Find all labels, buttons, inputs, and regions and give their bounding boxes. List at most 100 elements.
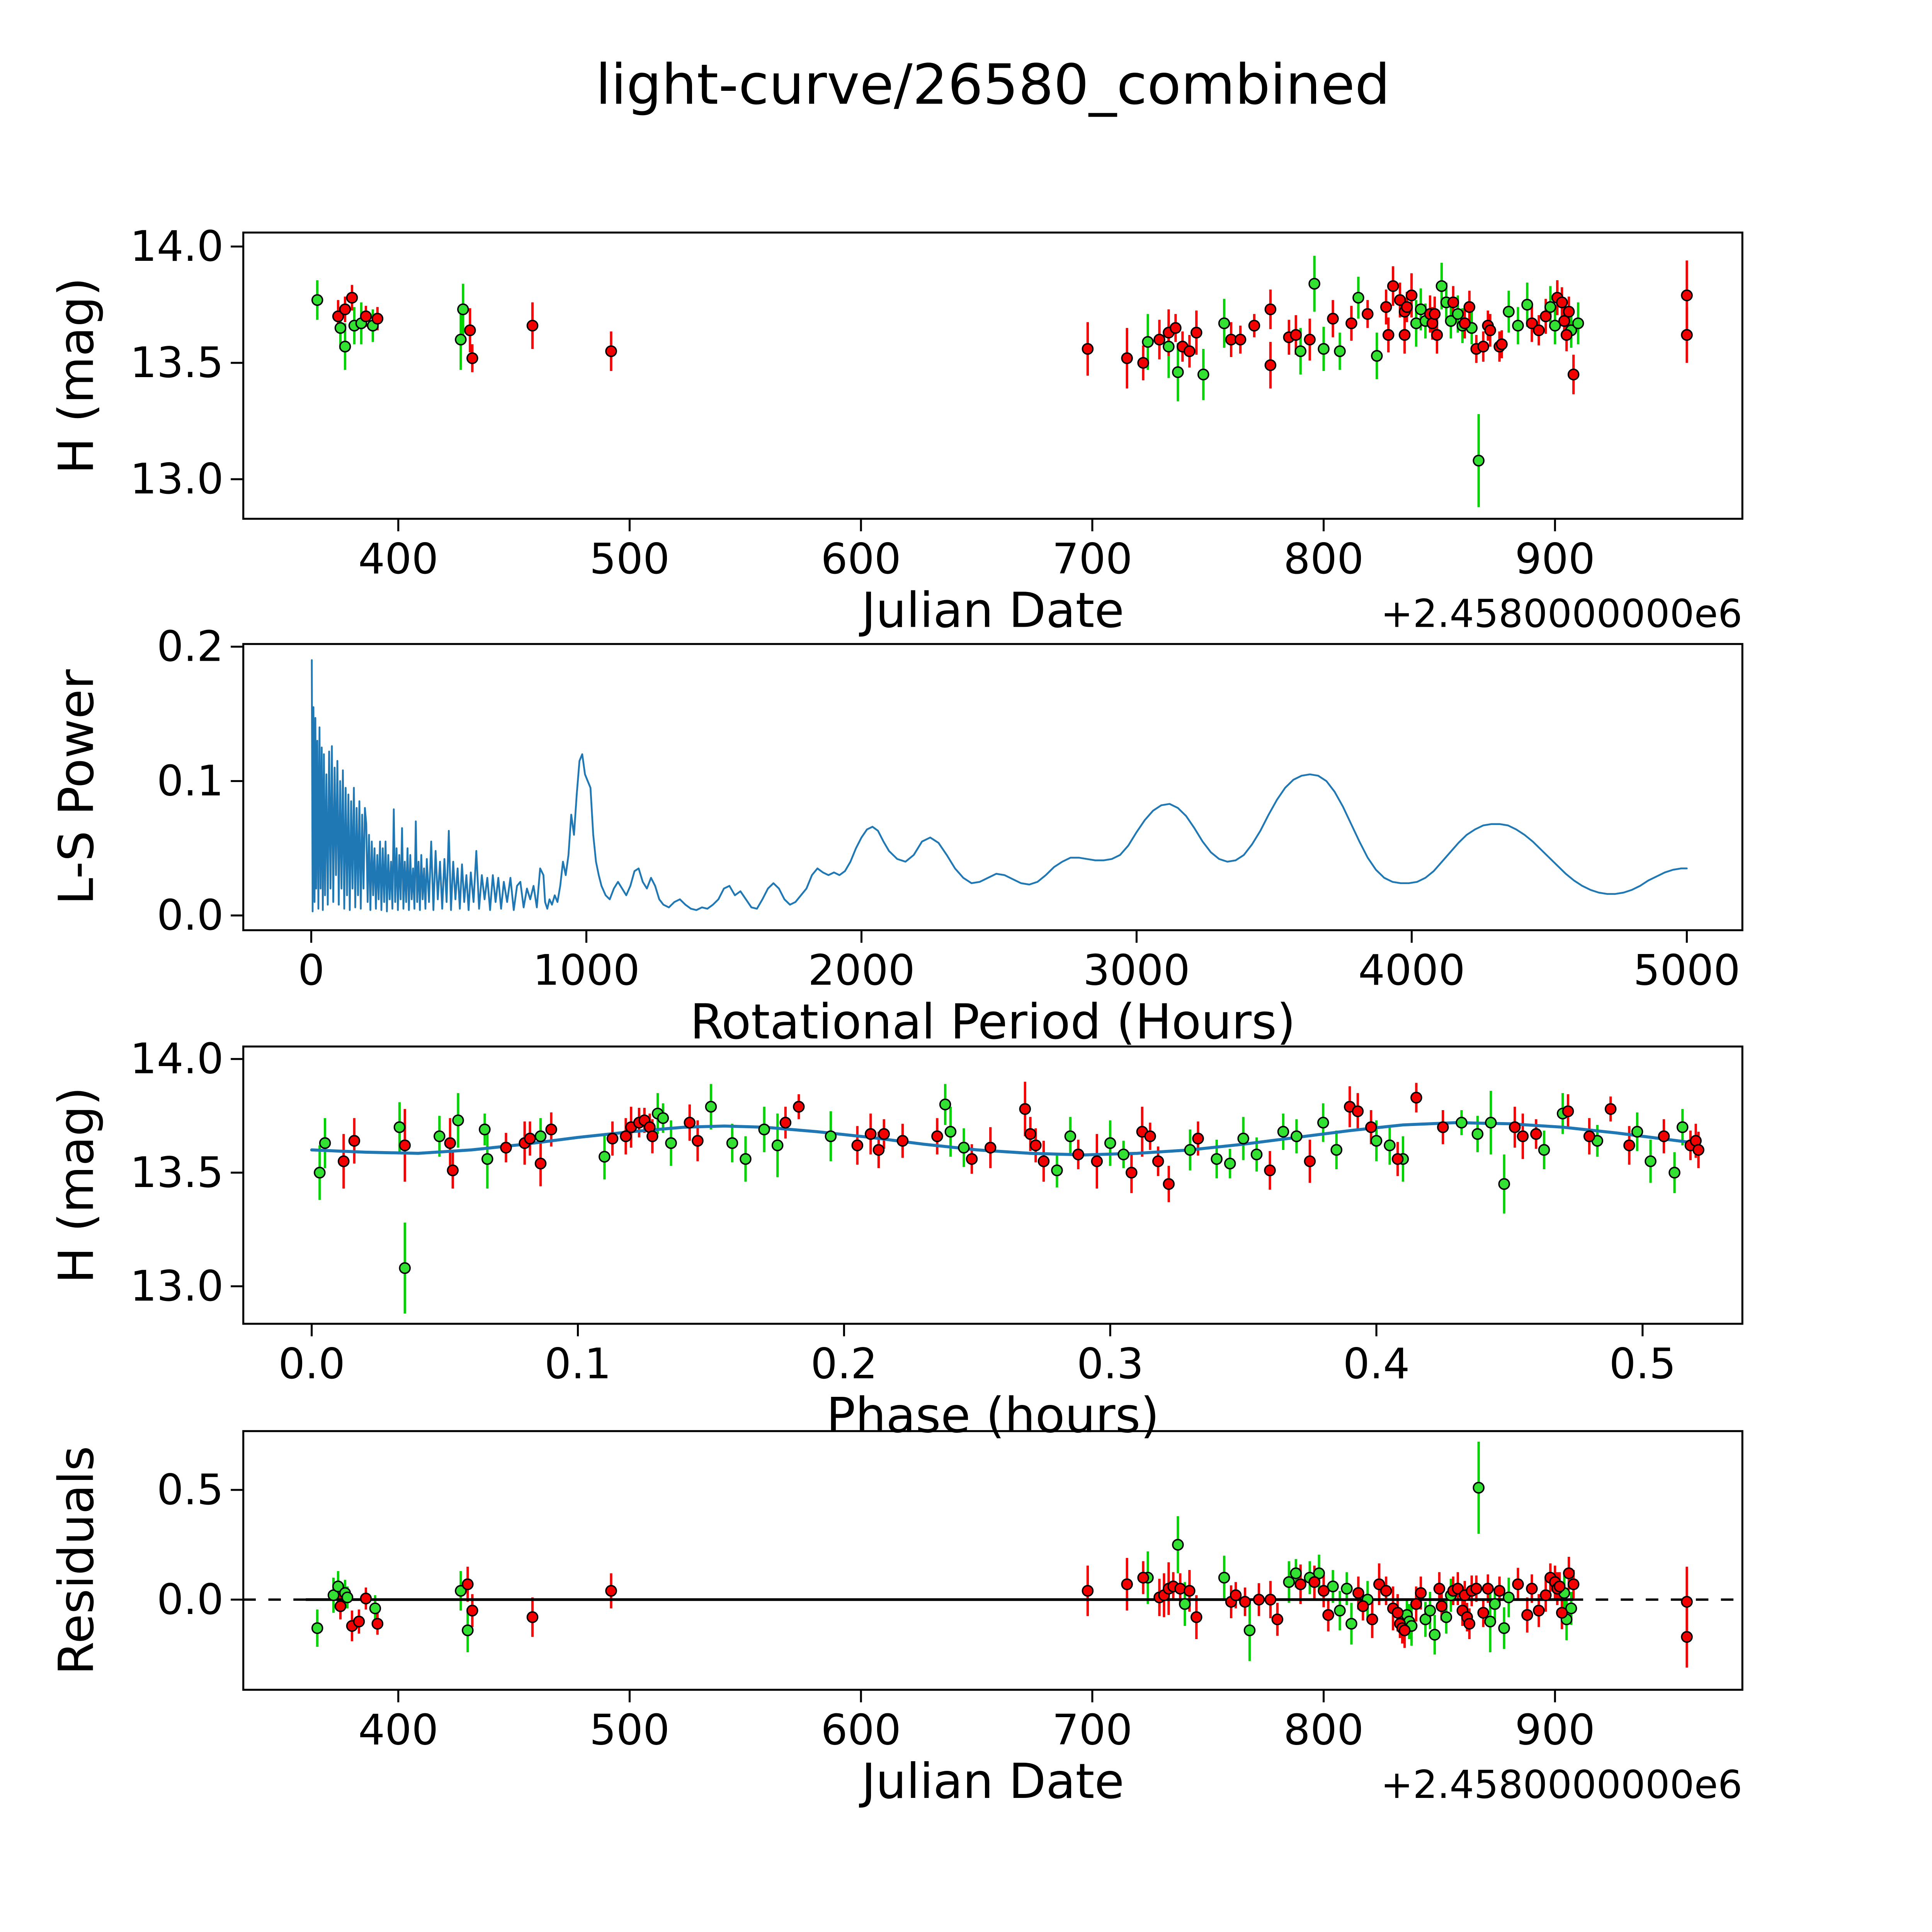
green-point	[1631, 1126, 1643, 1138]
red-point	[1357, 1600, 1369, 1612]
x-axis-offset-text: +2.4580000000e6	[1381, 592, 1742, 636]
green-point	[1370, 1135, 1383, 1147]
green-point	[1294, 345, 1307, 357]
green-point	[1544, 301, 1556, 313]
red-point	[1322, 1609, 1334, 1621]
green-point	[1512, 320, 1524, 332]
red-point	[1604, 1103, 1617, 1115]
red-point	[864, 1128, 877, 1140]
green-point	[1498, 1178, 1510, 1190]
green-point	[334, 322, 347, 334]
green-point	[319, 1137, 331, 1149]
red-point	[1271, 1613, 1284, 1626]
red-point	[1431, 329, 1443, 341]
panel-jd-magnitude: 400 500 600 700 800 900 13.0 13.5 14.0 Julian Dat…	[49, 222, 1743, 639]
x-tick-label: 500	[590, 534, 670, 583]
red-point	[1184, 1585, 1196, 1597]
red-point	[500, 1141, 512, 1154]
green-point	[1211, 1153, 1223, 1165]
red-point	[1447, 296, 1459, 308]
red-point	[1658, 1130, 1670, 1142]
green-point	[1415, 303, 1427, 315]
red-point	[371, 1617, 384, 1630]
green-point	[1645, 1155, 1656, 1167]
red-point	[1405, 289, 1418, 301]
red-point	[1137, 357, 1149, 369]
red-point	[1517, 1130, 1529, 1142]
red-point	[1398, 329, 1411, 341]
red-point	[1401, 301, 1413, 313]
green-point	[1572, 317, 1584, 329]
red-point	[1308, 1576, 1320, 1588]
red-point	[1304, 1155, 1316, 1167]
x-tick-label: 900	[1515, 534, 1595, 583]
axes-frame	[242, 1430, 1743, 1691]
green-point	[462, 1624, 474, 1636]
red-point	[1234, 333, 1247, 346]
red-point	[1477, 340, 1489, 353]
y-tick-label: 13.0	[130, 1262, 223, 1311]
red-point	[1152, 1155, 1164, 1167]
red-point	[1264, 1164, 1276, 1177]
green-point	[339, 340, 351, 353]
red-point	[1318, 1585, 1330, 1597]
red-point	[1556, 1607, 1568, 1619]
red-point	[1563, 1567, 1575, 1579]
red-point	[1184, 345, 1196, 357]
red-point	[793, 1100, 805, 1113]
periodogram-curve	[311, 659, 1688, 913]
red-point	[1352, 1587, 1364, 1599]
green-point	[1308, 278, 1320, 290]
red-point	[1496, 338, 1508, 350]
x-axis-offset-text: +2.4580000000e6	[1381, 1763, 1742, 1807]
red-point	[444, 1137, 456, 1149]
red-point	[1264, 359, 1277, 371]
x-tick-label: 0	[298, 946, 325, 995]
y-tick-label: 14.0	[130, 222, 223, 271]
green-point	[771, 1139, 784, 1151]
axes-frame	[242, 231, 1743, 520]
red-point	[1190, 327, 1202, 339]
red-point	[1391, 1607, 1404, 1619]
y-tick-label: 0.1	[157, 756, 224, 805]
red-point	[1562, 1105, 1574, 1117]
red-point	[1540, 310, 1552, 322]
axes-frame	[242, 643, 1743, 931]
red-point	[878, 1128, 890, 1140]
green-point	[1218, 317, 1230, 329]
red-point	[1072, 1148, 1084, 1161]
green-point	[1473, 1481, 1485, 1494]
x-tick-label: 400	[358, 1705, 439, 1754]
x-tick-label: 700	[1052, 534, 1133, 583]
green-point	[1218, 1571, 1230, 1584]
y-tick-label: 14.0	[130, 1034, 223, 1083]
green-point	[1452, 308, 1464, 320]
x-tick-label: 5000	[1633, 946, 1740, 995]
green-point	[1172, 366, 1184, 378]
red-point	[1327, 313, 1339, 325]
red-point	[1019, 1103, 1031, 1115]
x-tick-label: 500	[590, 1705, 670, 1754]
red-point	[1681, 289, 1693, 301]
red-point	[1463, 301, 1476, 313]
green-point	[1538, 1144, 1550, 1156]
x-tick-label: 0.4	[1343, 1339, 1410, 1388]
green-point	[665, 1137, 677, 1149]
red-point	[1380, 1585, 1392, 1597]
x-tick-label: 400	[358, 534, 439, 583]
green-point	[1429, 1629, 1441, 1641]
green-point	[311, 294, 323, 306]
red-point	[1170, 322, 1182, 334]
x-tick-label: 800	[1284, 534, 1364, 583]
red-point	[1526, 317, 1538, 329]
red-point	[692, 1135, 704, 1147]
red-point	[1567, 1578, 1580, 1590]
green-point	[457, 303, 469, 315]
red-point	[1304, 333, 1316, 346]
green-point	[341, 1591, 354, 1604]
x-tick-label: 0.3	[1077, 1339, 1144, 1388]
red-point	[1253, 1594, 1265, 1606]
x-tick-label: 0.0	[278, 1339, 345, 1388]
x-axis-label: Rotational Period (Hours)	[690, 994, 1296, 1050]
red-point	[1484, 324, 1496, 337]
